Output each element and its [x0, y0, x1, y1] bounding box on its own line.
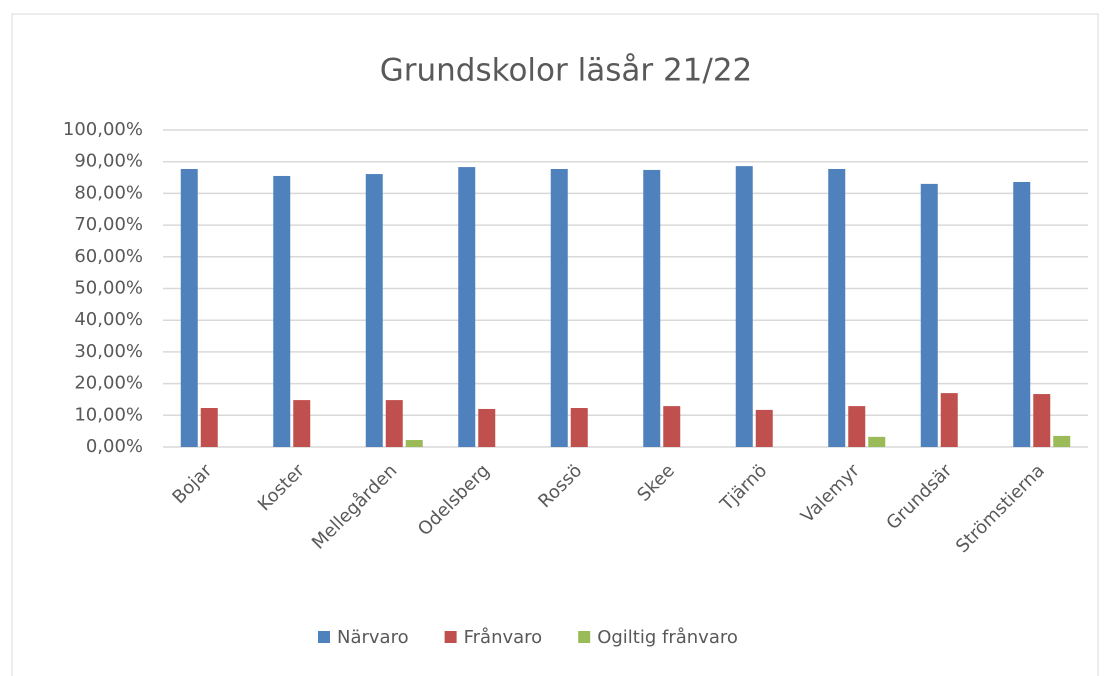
bar	[848, 406, 866, 447]
y-tick-label: 20,00%	[74, 373, 143, 394]
bar	[478, 408, 496, 447]
bar	[663, 406, 681, 447]
bar	[293, 400, 311, 447]
y-tick-label: 50,00%	[74, 278, 143, 299]
y-tick-label: 10,00%	[74, 404, 143, 425]
bar	[828, 168, 846, 447]
bar	[200, 408, 218, 447]
bar	[1033, 394, 1051, 447]
bar	[868, 436, 886, 447]
bar	[385, 400, 403, 447]
bar	[735, 166, 753, 447]
bar	[643, 169, 661, 447]
bar	[570, 408, 588, 447]
y-tick-label: 0,00%	[86, 436, 143, 457]
bar	[273, 175, 291, 447]
bar	[405, 440, 423, 447]
y-tick-label: 70,00%	[74, 214, 143, 235]
bar	[940, 393, 958, 447]
legend-label: Frånvaro	[464, 627, 543, 648]
y-tick-label: 60,00%	[74, 246, 143, 267]
y-tick-label: 100,00%	[63, 119, 143, 140]
y-tick-label: 30,00%	[74, 341, 143, 362]
bar	[1013, 181, 1031, 447]
bar	[180, 168, 198, 447]
legend-label: Närvaro	[337, 627, 409, 648]
legend-swatch	[578, 631, 591, 643]
bar	[920, 183, 938, 447]
legend-swatch	[318, 631, 330, 643]
legend-label: Ogiltig frånvaro	[597, 627, 738, 648]
y-tick-label: 40,00%	[74, 309, 143, 330]
bar	[1053, 435, 1071, 447]
y-tick-label: 80,00%	[74, 182, 143, 203]
bar	[755, 409, 773, 447]
legend-swatch	[444, 631, 457, 643]
y-tick-label: 90,00%	[74, 151, 143, 172]
chart-title: Grundskolor läsår 21/22	[380, 53, 753, 89]
bar	[550, 168, 568, 447]
bar	[458, 167, 476, 448]
bar	[365, 174, 383, 448]
